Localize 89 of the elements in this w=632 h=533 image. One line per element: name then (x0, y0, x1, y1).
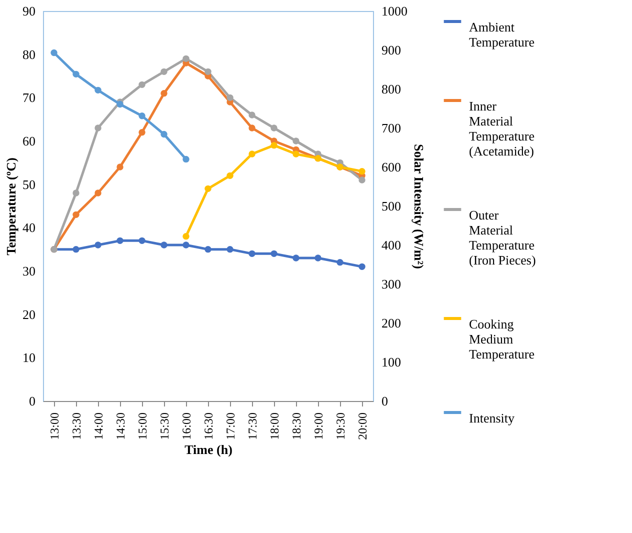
y2-tick-label: 400 (382, 238, 401, 252)
point (72, 70, 80, 78)
legend-label: Inner Material Temperature (Acetamide) (469, 98, 535, 158)
point (292, 254, 300, 262)
point (160, 130, 168, 138)
x-tick-label: 19:30 (334, 412, 348, 440)
y-tick-label: 50 (22, 176, 36, 192)
point (358, 168, 366, 175)
x-axis-title: Time (h) (184, 442, 232, 457)
point (248, 112, 256, 118)
x-tick-label: 18:00 (268, 412, 282, 440)
y-tick-label: 40 (22, 220, 36, 236)
x-tick-label: 16:30 (202, 412, 216, 440)
y-tick-label: 30 (22, 264, 36, 278)
y-tick-label: 20 (22, 306, 36, 322)
point (248, 150, 256, 158)
y-tick-label: 90 (22, 4, 36, 18)
x-tick-label: 14:00 (92, 412, 106, 440)
y2-tick-label: 1000 (382, 4, 408, 18)
legend-label: Ambient Temperature (469, 20, 535, 50)
point (270, 142, 278, 149)
point (182, 156, 190, 163)
x-tick-label: 15:00 (136, 412, 150, 440)
point (94, 190, 102, 196)
y-tick-label: 80 (22, 46, 36, 62)
x-tick-label: 13:30 (70, 412, 84, 440)
point (182, 55, 190, 62)
y2-tick-label: 800 (382, 82, 401, 96)
point (358, 263, 366, 270)
point (116, 100, 124, 108)
point (226, 172, 234, 180)
point (226, 246, 234, 253)
point (160, 242, 168, 248)
point (160, 68, 168, 76)
y2-tick-label: 300 (382, 276, 401, 292)
point (248, 124, 256, 132)
x-tick-label: 18:30 (290, 412, 304, 440)
y-tick-label: 60 (22, 134, 36, 148)
legend-label: Intensity (469, 410, 515, 426)
x-tick-label: 13:00 (48, 412, 62, 440)
point (72, 211, 80, 218)
x-tick-label: 17:00 (224, 412, 238, 440)
legend-label: Outer Material Temperature (Iron Pieces) (469, 208, 536, 268)
point (182, 232, 190, 240)
y2-tick-label: 600 (382, 160, 401, 174)
point (94, 124, 102, 132)
y-axis-title: Temperature (ºC) (4, 158, 18, 256)
y-tick-label: 70 (22, 90, 36, 106)
point (138, 81, 146, 88)
y2-tick-label: 100 (382, 354, 401, 370)
x-tick-label: 15:30 (158, 412, 172, 440)
x-tick-label: 17:30 (246, 412, 260, 440)
point (50, 49, 58, 56)
x-tick-label: 16:00 (180, 412, 194, 440)
y2-tick-label: 900 (382, 42, 401, 58)
point (138, 112, 146, 120)
point (358, 176, 366, 184)
point (116, 237, 124, 244)
y2-axis-title: Solar Intensity (W/m²) (412, 144, 426, 269)
x-tick-label: 19:00 (312, 412, 326, 440)
point (138, 237, 146, 244)
point (116, 164, 124, 170)
point (270, 250, 278, 258)
point (138, 128, 146, 136)
point (204, 185, 212, 192)
legend-label: Cooking Medium Temperature (469, 316, 535, 362)
y-tick-label: 10 (22, 350, 36, 366)
point (270, 124, 278, 132)
point (314, 254, 322, 262)
y-tick-label: 0 (29, 394, 36, 408)
y2-tick-label: 700 (382, 120, 401, 136)
point (204, 246, 212, 253)
y2-tick-label: 500 (382, 198, 401, 214)
y2-tick-label: 200 (382, 316, 401, 330)
point (72, 190, 80, 196)
x-tick-label: 20:00 (356, 412, 370, 440)
point (336, 258, 344, 266)
point (204, 68, 212, 76)
point (72, 246, 80, 253)
point (94, 86, 102, 94)
x-tick-label: 14:30 (114, 412, 128, 440)
point (292, 150, 300, 158)
y2-tick-label: 0 (382, 394, 388, 408)
point (182, 242, 190, 248)
point (94, 242, 102, 248)
point (292, 138, 300, 144)
point (226, 94, 234, 102)
point (160, 90, 168, 97)
point (248, 250, 256, 258)
